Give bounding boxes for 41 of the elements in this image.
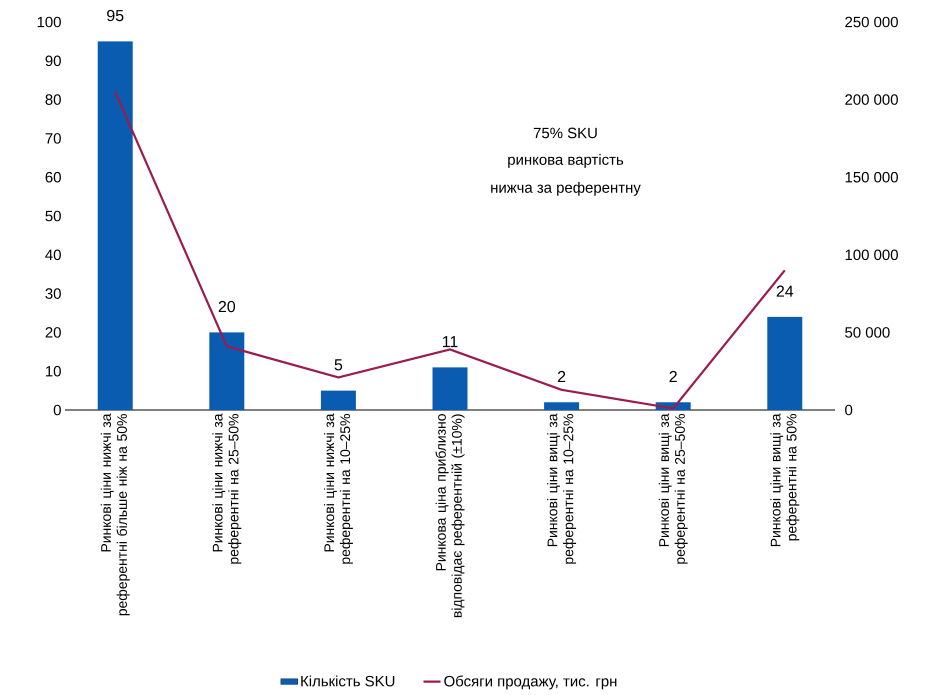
data-label: 11 — [442, 336, 458, 348]
y-tick-label: 70 — [46, 133, 61, 144]
y-tick-label: 90 — [46, 56, 61, 66]
y2-tick-label: 100 000 — [846, 250, 898, 260]
y-tick-label: 100 — [38, 16, 61, 28]
x-tick-label: Ринкові ціни нижчі за референтні на 25–50% — [212, 414, 242, 564]
y-tick-label: 30 — [45, 288, 61, 299]
bar — [767, 316, 802, 410]
x-tick-label: Ринкові ціни вищі за референтні на 50% — [770, 414, 800, 546]
data-label: 95 — [107, 10, 124, 22]
y-tick-label: 10 — [46, 366, 61, 376]
annotation: нижча за референтну — [491, 182, 641, 196]
y-tick-label: 50 — [45, 210, 61, 222]
data-label: 2 — [558, 370, 566, 382]
bar — [209, 332, 244, 410]
x-tick-label: Ринкова ціна приблизно відповідає референтній (±10%) — [435, 414, 465, 618]
y2-tick-label: 0 — [845, 404, 852, 416]
legend-label: Кількість SKU — [301, 675, 394, 686]
x-tick-label: Ринкові ціни нижчі за референтні на 10–25% — [324, 414, 353, 564]
annotation: 75% SKU — [534, 128, 597, 138]
legend-label: Обсяги продажу, тис. грн — [444, 675, 616, 690]
x-tick-label: Ринкові ціни нижчі за референтні більше ніж на 50% — [100, 414, 130, 616]
bar — [98, 41, 133, 410]
y2-tick-label: 250 000 — [845, 16, 898, 28]
y-tick-label: 40 — [45, 250, 61, 260]
bar — [544, 402, 580, 410]
bar — [320, 390, 356, 410]
annotation: ринкова вартість — [508, 154, 624, 168]
y-tick-label: 20 — [46, 327, 61, 338]
x-tick-label: Ринкові ціни вищі за референтні на 25–50% — [658, 414, 688, 564]
y2-tick-label: 50 000 — [845, 327, 890, 338]
data-label: 2 — [670, 370, 677, 382]
data-label: 24 — [776, 286, 794, 297]
y-tick-label: 80 — [46, 94, 61, 105]
y2-tick-label: 150 000 — [846, 172, 898, 182]
data-label: 20 — [218, 300, 236, 312]
data-label: 5 — [334, 359, 342, 370]
y-tick-label: 60 — [46, 172, 61, 182]
y-tick-label: 0 — [54, 404, 61, 416]
bar — [432, 367, 468, 410]
y2-tick-label: 200 000 — [845, 94, 898, 105]
